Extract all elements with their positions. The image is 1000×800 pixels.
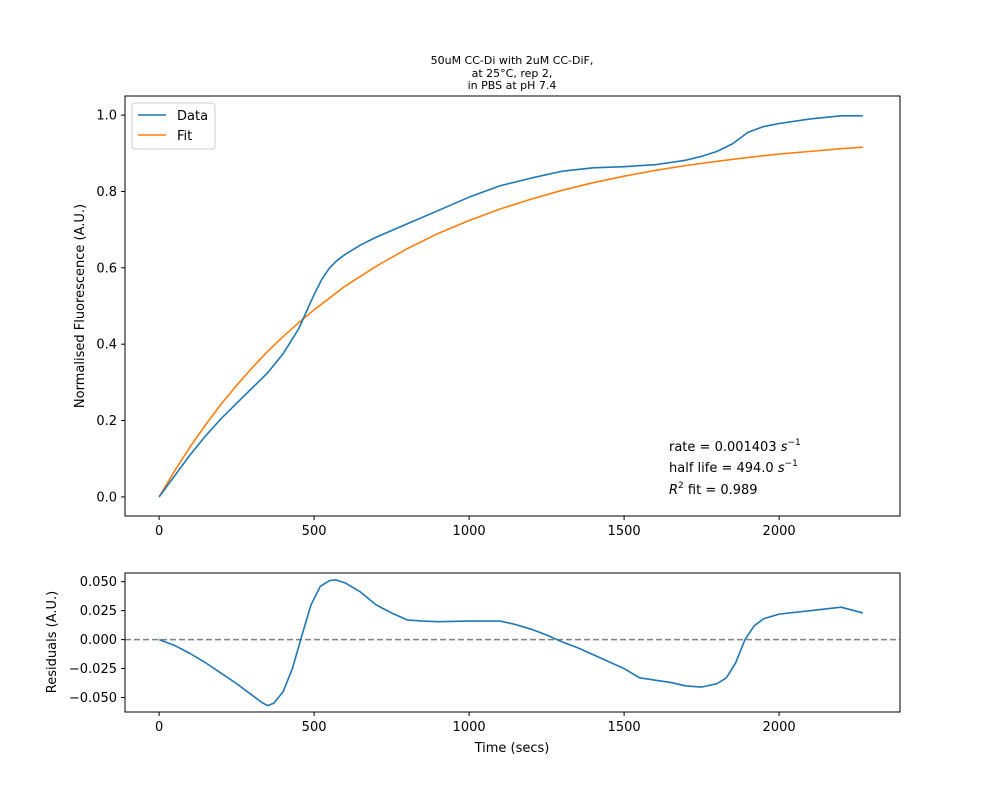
residual-x-tick-label: 2000: [763, 720, 796, 735]
residual-x-tick-label: 0: [155, 720, 163, 735]
residual-x-ticks: 0 500 1000 1500 2000: [155, 712, 796, 735]
main-plot-background: [125, 96, 900, 516]
title-line-1: 50uM CC-Di with 2uM CC-DiF,: [431, 54, 594, 67]
fit-line-group: [158, 146, 863, 498]
main-x-ticks: 0 500 1000 1500 2000: [155, 516, 796, 539]
main-x-tick-label: 2000: [763, 524, 796, 539]
main-x-tick-label: 0: [155, 524, 163, 539]
main-x-tick-label: 1500: [608, 524, 641, 539]
residual-x-tick-label: 1000: [453, 720, 486, 735]
main-y-ticks: 0.0 0.2 0.4 0.6 0.8 1.0: [96, 109, 125, 505]
main-y-tick-label: 1.0: [96, 109, 117, 124]
main-y-tick-label: 0.0: [96, 490, 117, 505]
data-line: [158, 115, 863, 498]
fit-annotations: rate = 0.001403 s−1 half life = 494.0 s−…: [669, 438, 801, 498]
residual-y-tick-label: 0.050: [80, 575, 117, 590]
residual-y-tick-label: −0.025: [69, 662, 117, 677]
residual-y-axis-label: Residuals (A.U.): [45, 591, 60, 693]
fit-line: [158, 146, 863, 498]
residual-plot-background: [125, 573, 900, 712]
main-y-tick-label: 0.2: [96, 414, 117, 429]
legend-label-fit: Fit: [177, 129, 192, 144]
annotation-rate: rate = 0.001403 s−1: [669, 438, 801, 455]
residual-y-tick-label: 0.025: [80, 604, 117, 619]
main-plot-frame: [124, 95, 901, 517]
chart-title: 50uM CC-Di with 2uM CC-DiF, at 25°C, rep…: [431, 54, 594, 92]
main-x-tick-label: 500: [302, 524, 327, 539]
main-y-tick-label: 0.8: [96, 185, 117, 200]
legend: Data Fit: [131, 102, 216, 150]
residual-line: [158, 579, 864, 707]
main-y-tick-label: 0.6: [96, 261, 117, 276]
title-line-2: at 25°C, rep 2,: [472, 67, 553, 80]
residual-y-tick-label: 0.000: [80, 633, 117, 648]
residual-y-ticks: −0.050 −0.025 0.000 0.025 0.050: [69, 575, 125, 706]
title-line-3: in PBS at pH 7.4: [468, 79, 557, 92]
residual-x-tick-label: 1500: [608, 720, 641, 735]
annotation-r2-fit: R2 fit = 0.989: [669, 481, 758, 498]
main-plot: 0 500 1000 1500 2000 0.0 0.2 0.4 0.6 0.8 1.0 Norm…: [73, 95, 901, 539]
residual-x-tick-label: 500: [302, 720, 327, 735]
x-axis-label: Time (secs): [474, 741, 550, 756]
residual-line-group: [158, 579, 864, 707]
residual-plot-frame: [124, 572, 901, 713]
annotation-half-life: half life = 494.0 s−1: [669, 459, 798, 476]
main-y-axis-label: Normalised Fluorescence (A.U.): [73, 204, 88, 408]
residual-plot: 0 500 1000 1500 2000 −0.050 −0.025 0.000 0.025 0…: [45, 572, 901, 756]
data-line-group: [158, 115, 863, 498]
main-x-tick-label: 1000: [453, 524, 486, 539]
residual-y-tick-label: −0.050: [69, 691, 117, 706]
legend-label-data: Data: [177, 109, 208, 124]
main-y-tick-label: 0.4: [96, 338, 117, 353]
